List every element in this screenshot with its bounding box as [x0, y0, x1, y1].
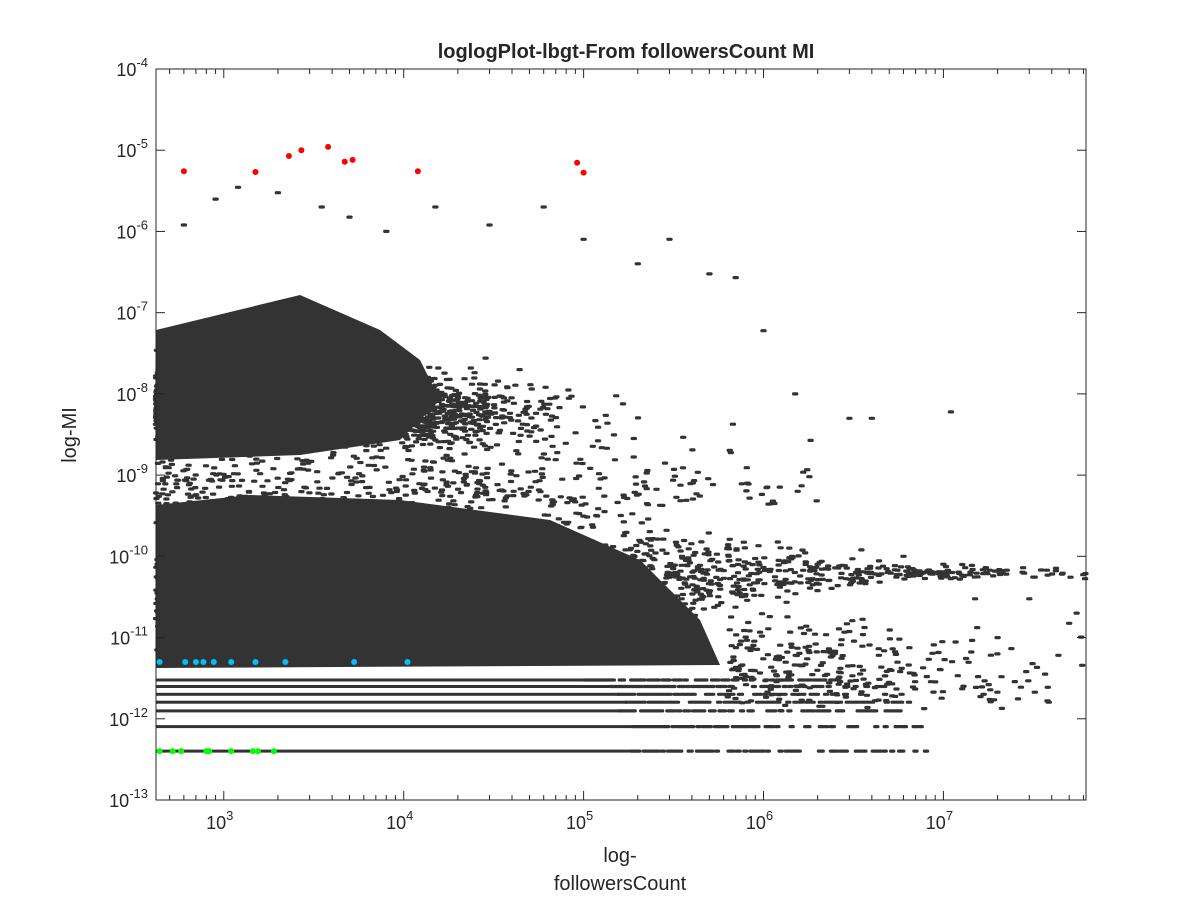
- x-tick-base: 10: [386, 813, 406, 833]
- x-tick-label: 106: [746, 808, 773, 833]
- y-tick-label: 10-9: [116, 461, 148, 486]
- y-tick-exponent: -7: [136, 299, 148, 314]
- red-point: [574, 159, 581, 166]
- x-tick-base: 10: [206, 813, 226, 833]
- y-tick-exponent: -4: [136, 55, 148, 70]
- x-tick-label: 103: [206, 808, 233, 833]
- x-tick-exponent: 5: [586, 808, 593, 823]
- cyan-point: [252, 659, 259, 665]
- x-tick-label: 105: [566, 808, 593, 833]
- y-tick-base: 10: [109, 710, 129, 730]
- green-point: [270, 748, 277, 755]
- y-tick-base: 10: [116, 141, 136, 161]
- x-tick-base: 10: [566, 813, 586, 833]
- y-tick-base: 10: [109, 791, 129, 811]
- y-tick-label: 10-8: [116, 380, 148, 405]
- y-tick-label: 10-4: [116, 55, 148, 80]
- x-tick-base: 10: [746, 813, 766, 833]
- red-point: [180, 168, 187, 175]
- y-tick-label: 10-7: [116, 299, 148, 324]
- red-point: [285, 153, 292, 159]
- green-point: [206, 748, 213, 755]
- red-point: [252, 169, 259, 175]
- green-point: [178, 748, 185, 755]
- red-point: [298, 147, 305, 154]
- x-tick-exponent: 3: [226, 808, 233, 823]
- y-tick-label: 10-10: [109, 542, 148, 567]
- green-point: [249, 748, 256, 755]
- band-3: [156, 700, 627, 704]
- x-axis-label-line2: followersCount: [554, 873, 687, 895]
- highlight-points: [156, 143, 587, 755]
- cyan-point: [351, 659, 358, 665]
- cyan-point: [210, 659, 217, 665]
- cyan-point: [156, 659, 163, 665]
- band-2: [156, 692, 620, 696]
- y-tick-exponent: -8: [136, 380, 148, 395]
- plot-area-border: [155, 68, 1087, 801]
- y-tick-base: 10: [110, 629, 130, 649]
- y-tick-exponent: -10: [129, 542, 148, 557]
- x-tick-label: 107: [926, 808, 953, 833]
- cyan-point: [228, 659, 235, 665]
- x-tick-exponent: 7: [946, 808, 953, 823]
- y-tick-label: 10-12: [109, 705, 148, 730]
- y-tick-exponent: -13: [129, 786, 148, 801]
- band-4: [156, 709, 620, 713]
- cyan-point: [404, 659, 411, 665]
- cyan-point: [200, 659, 207, 665]
- y-tick-label: 10-13: [109, 786, 148, 811]
- y-axis-label: log-MI: [59, 407, 81, 463]
- cyan-point: [282, 659, 289, 665]
- bulk-points: [152, 185, 1089, 753]
- y-tick-base: 10: [116, 60, 136, 80]
- band-5: [156, 725, 634, 729]
- y-tick-label: 10-6: [116, 217, 148, 242]
- y-axis-ticks: 10-1310-1210-1110-1010-910-810-710-610-5…: [109, 55, 1086, 811]
- red-point: [580, 169, 587, 176]
- chart-title: loglogPlot-lbgt-From followersCount MI: [438, 41, 815, 63]
- y-tick-base: 10: [116, 222, 136, 242]
- y-tick-base: 10: [116, 304, 136, 324]
- x-tick-label: 104: [386, 808, 413, 833]
- y-tick-exponent: -11: [130, 624, 148, 639]
- band-0: [156, 678, 586, 682]
- y-tick-exponent: -5: [136, 136, 148, 151]
- cyan-point: [192, 659, 199, 665]
- red-point: [341, 158, 348, 165]
- green-point: [156, 748, 163, 755]
- red-point: [349, 156, 356, 163]
- green-point: [228, 748, 235, 755]
- y-tick-exponent: -12: [129, 705, 148, 720]
- y-tick-base: 10: [109, 547, 129, 567]
- green-point: [169, 748, 176, 755]
- y-tick-label: 10-11: [110, 624, 148, 649]
- y-tick-base: 10: [116, 385, 136, 405]
- red-point: [414, 168, 421, 175]
- cyan-point: [182, 659, 189, 665]
- x-tick-base: 10: [926, 813, 946, 833]
- green-point: [255, 748, 261, 755]
- x-tick-exponent: 6: [766, 808, 773, 823]
- band-1: [156, 685, 611, 688]
- x-axis-label-line1: log-: [603, 845, 636, 867]
- bulk-scatter-points: [152, 185, 1089, 753]
- y-tick-exponent: -9: [136, 461, 148, 476]
- y-tick-label: 10-5: [116, 136, 148, 161]
- x-axis-ticks: 103 104 105 106 107: [169, 69, 1084, 833]
- x-tick-exponent: 4: [406, 808, 413, 823]
- y-tick-exponent: -6: [136, 217, 148, 232]
- red-point: [325, 143, 332, 150]
- y-tick-base: 10: [116, 466, 136, 486]
- band-6: [156, 749, 634, 753]
